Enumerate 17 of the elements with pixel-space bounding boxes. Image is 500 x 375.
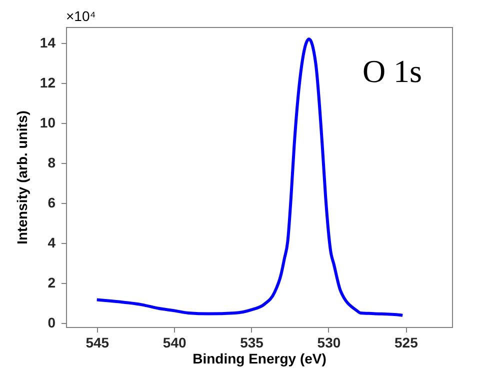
y-tick-label: 14: [40, 34, 56, 50]
x-tick-label: 530: [317, 334, 341, 350]
x-tick-label: 545: [86, 334, 110, 350]
y-tick-label: 4: [48, 234, 56, 250]
text: ×10⁴: [66, 8, 96, 24]
y-tick-label: 8: [48, 154, 56, 170]
y-tick-label: 2: [48, 274, 56, 290]
y-tick-label: 0: [48, 314, 56, 330]
annotation: O 1s: [362, 53, 422, 89]
x-tick-label: 535: [240, 334, 264, 350]
x-tick-label: 525: [394, 334, 418, 350]
y-tick-label: 6: [48, 194, 56, 210]
y-tick-label: 12: [40, 74, 56, 90]
x-axis-title: Binding Energy (eV): [192, 350, 326, 366]
y-tick-label: 10: [40, 114, 56, 130]
x-tick-label: 540: [162, 334, 186, 350]
y-axis-title: Intensity (arb. units): [14, 110, 30, 244]
